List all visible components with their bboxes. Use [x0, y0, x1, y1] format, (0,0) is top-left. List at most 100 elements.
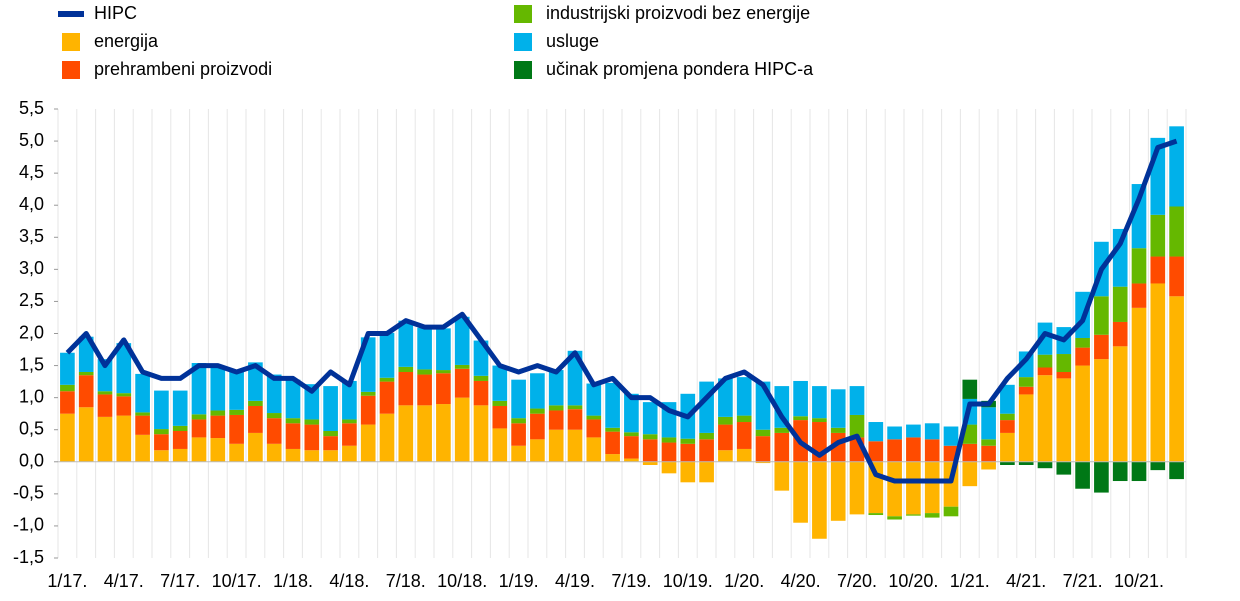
bar-segment [699, 432, 714, 440]
x-tick-label: 4/21. [1006, 571, 1046, 591]
bar-segment [1094, 296, 1109, 335]
bar-segment [718, 424, 733, 451]
bar-segment [699, 461, 714, 483]
bar-segment [1000, 413, 1015, 421]
bar-segment [1169, 256, 1184, 297]
bar-segment [548, 429, 564, 462]
bar-segment [473, 405, 489, 462]
x-tick-label: 1/20. [724, 571, 764, 591]
bar-segment [342, 445, 357, 462]
legend-label: HIPC [94, 3, 137, 23]
bar-segment [962, 379, 978, 399]
bar-segment [266, 374, 282, 414]
bar-segment [492, 400, 508, 406]
bar-segment [417, 327, 432, 370]
bar-segment [1112, 321, 1128, 347]
bar-segment [473, 375, 489, 381]
bar-segment [605, 382, 620, 428]
bar-segment [586, 437, 602, 462]
bar-segment [172, 430, 188, 449]
x-tick-label: 1/21. [950, 571, 990, 591]
x-tick-label: 7/20. [837, 571, 877, 591]
bar-segment [248, 432, 263, 462]
bar-segment [924, 439, 940, 462]
bar-segment [78, 375, 94, 408]
bar-segment [1056, 371, 1072, 379]
bar-segment [1018, 394, 1034, 462]
bar-segment [417, 369, 432, 375]
bar-segment [191, 414, 207, 420]
bar-segment [78, 407, 94, 462]
bar-segment [887, 516, 902, 520]
x-tick-label: 4/20. [781, 571, 821, 591]
bar-segment [210, 415, 226, 439]
bar-segment [624, 432, 639, 437]
bar-segment [812, 386, 827, 419]
bar-segment [473, 380, 489, 406]
bar-segment [1018, 386, 1034, 395]
bar-segment [830, 427, 846, 433]
bar-segment [97, 394, 113, 417]
bar-segment [1094, 334, 1109, 360]
bar-segment [323, 450, 338, 462]
bar-segment [586, 419, 602, 438]
bar-segment [755, 461, 771, 464]
bar-segment [624, 458, 639, 462]
x-tick-label: 4/18. [329, 571, 369, 591]
bar-segment [1131, 461, 1147, 482]
bar-segment [1150, 461, 1166, 471]
x-tick-label: 7/21. [1063, 571, 1103, 591]
bar-segment [1094, 359, 1109, 462]
bar-segment [342, 423, 357, 446]
bar-segment [342, 380, 357, 420]
bar-segment [906, 514, 921, 516]
legend-swatch [514, 5, 532, 23]
bar-segment [1056, 461, 1072, 475]
bar-segment [962, 461, 978, 487]
bar-segment [1150, 214, 1166, 257]
bar-segment [436, 370, 451, 374]
bar-segment [210, 438, 226, 462]
bar-segment [172, 390, 188, 426]
bar-segment [680, 461, 696, 483]
bar-segment [868, 441, 884, 462]
bar-segment [210, 410, 226, 416]
y-tick-label: 4,0 [19, 194, 44, 214]
bar-segment [793, 416, 808, 421]
bar-segment [1000, 461, 1015, 465]
bar-segment [736, 422, 752, 449]
x-tick-label: 4/17. [104, 571, 144, 591]
bar-segment [1075, 365, 1090, 462]
bar-segment [868, 422, 884, 442]
bar-segment [116, 396, 132, 416]
bar-segment [511, 418, 526, 424]
bar-segment [1037, 322, 1053, 355]
legend-label: prehrambeni proizvodi [94, 59, 272, 79]
y-tick-label: -1,0 [13, 515, 44, 535]
bar-segment [1000, 384, 1015, 414]
bar-segment [511, 423, 526, 446]
bar-segment [736, 415, 752, 423]
bar-segment [793, 461, 808, 523]
bar-segment [135, 373, 150, 413]
bar-segment [360, 424, 376, 462]
bar-segment [360, 391, 376, 396]
bar-segment [1112, 346, 1128, 462]
bar-segment [1018, 377, 1034, 387]
bar-segment [718, 450, 733, 462]
bar-segment [1131, 184, 1147, 249]
bar-segment [172, 448, 188, 462]
bar-segment [943, 506, 959, 517]
bar-segment [417, 374, 432, 406]
bar-segment [1169, 126, 1184, 207]
bar-segment [191, 419, 207, 438]
bar-segment [304, 419, 320, 425]
bar-segment [849, 414, 865, 438]
bar-segment [924, 513, 940, 518]
bar-segment [172, 425, 188, 431]
bar-segment [699, 439, 714, 462]
bar-segment [962, 443, 978, 462]
bar-segment [304, 424, 320, 451]
bar-segment [1112, 286, 1128, 322]
